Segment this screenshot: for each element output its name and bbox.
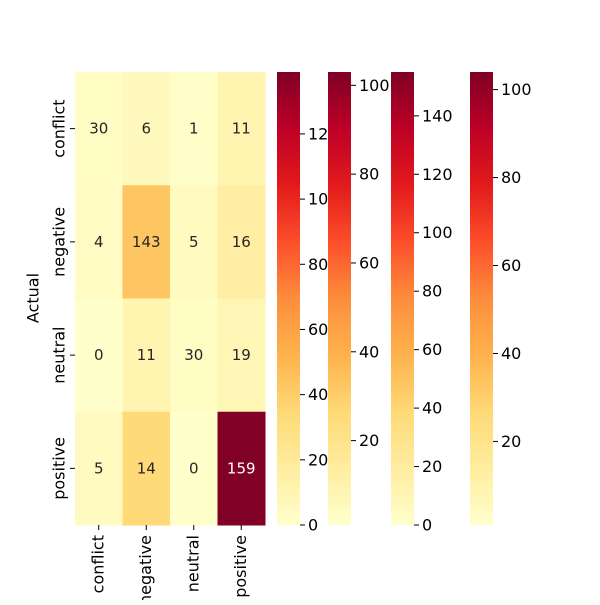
heatmap-cell xyxy=(122,185,171,299)
colorbar: 0 20 40 60 80 100 120 140 xyxy=(391,72,453,535)
heatmap-cell xyxy=(170,185,218,299)
heatmap-cell xyxy=(122,411,171,526)
cell-annotation: 143 xyxy=(132,233,161,251)
colorbar-tick-label: 80 xyxy=(422,282,442,301)
heatmap-cell xyxy=(75,185,123,299)
cell-annotation: 159 xyxy=(227,459,256,477)
heatmap-cell xyxy=(217,72,266,186)
cell-annotation: 14 xyxy=(137,459,156,477)
colorbar-gradient xyxy=(277,72,300,525)
y-tick-label: conflict xyxy=(50,99,69,157)
x-tick-label: conflict xyxy=(88,535,107,593)
colorbar: 20 40 60 80 100 xyxy=(328,72,390,525)
y-axis-label: Actual xyxy=(24,273,43,323)
colorbar-tick-label: 80 xyxy=(359,165,379,184)
colorbar-tick-label: 100 xyxy=(422,223,453,242)
cell-annotation: 1 xyxy=(189,120,199,138)
heatmap-cell xyxy=(122,72,171,186)
colorbar-tick-label: 60 xyxy=(422,340,442,359)
cell-annotation: 5 xyxy=(94,459,104,477)
colorbar: 20 40 60 80 100 xyxy=(470,72,532,525)
colorbar-tick-label: 20 xyxy=(422,457,442,476)
cell-annotation: 19 xyxy=(232,346,251,364)
cell-annotation: 30 xyxy=(89,120,108,138)
cell-annotation: 11 xyxy=(232,120,251,138)
cell-annotation: 5 xyxy=(189,233,199,251)
cell-annotation: 16 xyxy=(232,233,251,251)
x-tick-label: positive xyxy=(231,535,250,598)
cell-annotation: 0 xyxy=(94,346,104,364)
cell-annotation: 30 xyxy=(184,346,203,364)
colorbars: 0204060801001202040608010002040608010012… xyxy=(277,72,532,535)
cell-annotation: 0 xyxy=(189,459,199,477)
heatmap-cell xyxy=(170,411,218,526)
colorbar-tick-label: 40 xyxy=(308,385,328,404)
colorbar-tick-label: 40 xyxy=(359,342,379,361)
cell-annotation: 11 xyxy=(137,346,156,364)
colorbar-tick-label: 60 xyxy=(501,256,521,275)
colorbar-tick-label: 120 xyxy=(422,165,453,184)
colorbar-tick-label: 20 xyxy=(308,450,328,469)
heatmap-cell xyxy=(170,72,218,186)
heatmap-cells xyxy=(75,72,266,526)
colorbar-tick-label: 80 xyxy=(501,168,521,187)
heatmap-cell xyxy=(75,411,123,526)
heatmap-cell xyxy=(217,185,266,299)
heatmap-cell xyxy=(217,411,266,526)
heatmap-cell xyxy=(122,298,171,413)
heatmap-cell xyxy=(170,298,218,413)
colorbar-gradient xyxy=(470,72,493,525)
colorbar-tick-label: 0 xyxy=(308,516,318,535)
colorbar-tick-label: 60 xyxy=(308,320,328,339)
colorbar-gradient xyxy=(328,72,351,525)
colorbar-tick-label: 60 xyxy=(359,253,379,272)
colorbar-tick-label: 140 xyxy=(422,106,453,125)
colorbar-tick-label: 80 xyxy=(308,255,328,274)
heatmap-cell xyxy=(217,298,266,413)
colorbar-tick-label: 100 xyxy=(501,80,532,99)
heatmap-cell xyxy=(75,298,123,413)
y-axis-ticks: conflict negative neutral positive xyxy=(50,99,75,500)
colorbar-gradient xyxy=(391,72,414,525)
colorbar-tick-label: 100 xyxy=(359,76,390,95)
x-axis-ticks: conflict negative neutral positive xyxy=(88,525,250,605)
x-tick-label: neutral xyxy=(183,535,202,592)
cell-annotation: 6 xyxy=(141,120,151,138)
y-tick-label: neutral xyxy=(50,327,69,384)
colorbar-tick-label: 20 xyxy=(359,431,379,450)
heatmap-annotations: 30 6 1 114 143 5 160 11 30 195 14 0 159 xyxy=(89,120,255,478)
colorbar-tick-label: 20 xyxy=(501,432,521,451)
cell-annotation: 4 xyxy=(94,233,104,251)
heatmap-cell xyxy=(75,72,123,186)
colorbar-tick-label: 40 xyxy=(422,399,442,418)
x-tick-label: negative xyxy=(136,535,155,600)
colorbar-tick-label: 40 xyxy=(501,344,521,363)
y-tick-label: positive xyxy=(50,437,69,500)
y-tick-label: negative xyxy=(50,207,69,277)
colorbar-tick-label: 0 xyxy=(422,516,432,535)
